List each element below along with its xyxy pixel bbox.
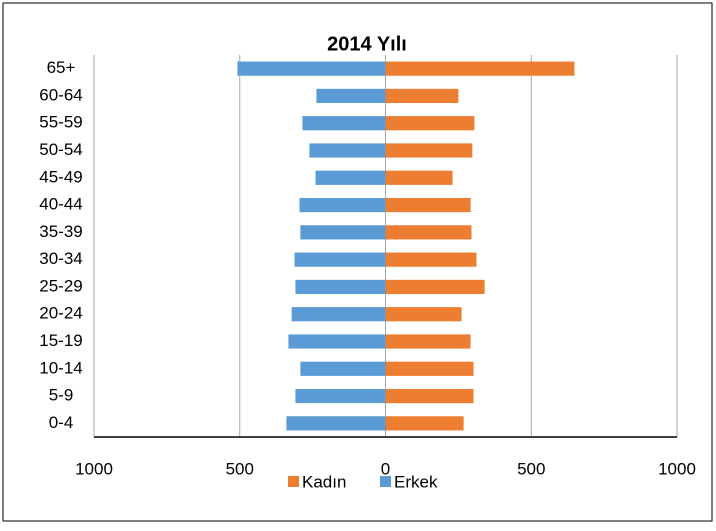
bar [385,334,471,349]
bar [385,225,472,240]
legend-swatch [288,476,299,487]
x-tick-label: 1000 [75,459,113,478]
bar [291,307,386,322]
bar [288,334,386,349]
bar [300,225,386,240]
y-tick-label: 0-4 [49,413,74,432]
bar [385,279,485,295]
bar [302,116,386,131]
x-tick-label: 0 [381,459,390,478]
y-tick-label: 65+ [47,58,76,77]
bar [385,307,462,322]
bar [309,143,386,158]
y-tick-label: 40-44 [39,195,82,214]
bar [286,416,386,431]
bar [237,61,386,76]
bar [385,143,473,158]
y-tick-label: 10-14 [39,358,82,377]
y-tick-label: 55-59 [39,113,82,132]
y-tick-label: 30-34 [39,249,82,268]
bar [315,170,386,185]
bar [295,388,386,404]
y-tick-label: 60-64 [39,85,82,104]
bar [385,170,453,185]
y-tick-label: 15-19 [39,331,82,350]
y-tick-label: 50-54 [39,140,82,159]
bar [385,88,459,104]
y-tick-label: 20-24 [39,304,82,323]
bar [385,116,475,131]
bar [295,279,386,295]
legend-label: Kadın [302,472,346,491]
x-tick-label: 500 [226,459,254,478]
bar [385,61,575,76]
bar [294,252,386,267]
bar [299,197,386,213]
y-tick-label: 25-29 [39,276,82,295]
y-tick-label: 45-49 [39,167,82,186]
bar [300,361,386,376]
bar [316,88,386,104]
legend-label: Erkek [394,472,438,491]
x-tick-label: 500 [517,459,545,478]
y-tick-label: 35-39 [39,222,82,241]
bar [385,416,464,431]
chart-title: 2014 Yılı [327,33,407,55]
bar [385,388,474,404]
bar [385,252,477,267]
bar [385,361,474,376]
x-tick-label: 1000 [658,459,696,478]
legend-swatch [380,476,391,487]
bar [385,197,471,213]
y-tick-label: 5-9 [49,386,74,405]
